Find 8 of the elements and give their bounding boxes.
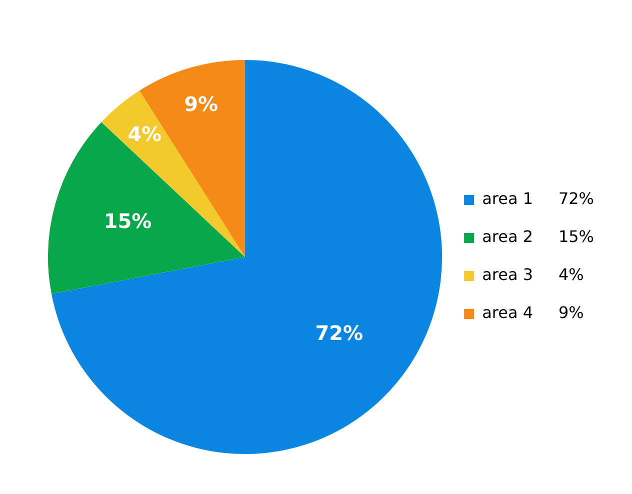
data-label: 15% xyxy=(104,209,152,234)
legend-label: area 3 4% xyxy=(482,265,584,284)
data-label: 9% xyxy=(184,92,218,116)
legend-label: area 2 15% xyxy=(482,227,594,246)
data-label: 4% xyxy=(128,122,162,146)
legend-label: area 1 72% xyxy=(482,189,594,208)
legend-label: area 4 9% xyxy=(482,303,584,322)
data-label: 72% xyxy=(315,321,364,346)
